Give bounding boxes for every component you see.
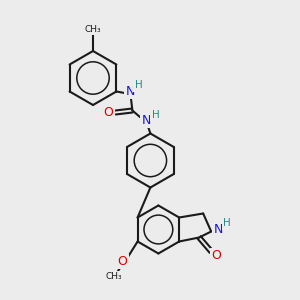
Text: H: H (152, 110, 159, 119)
Text: H: H (134, 80, 142, 91)
Text: N: N (126, 85, 135, 98)
Text: H: H (223, 218, 231, 229)
Text: N: N (142, 114, 151, 127)
Text: O: O (211, 249, 221, 262)
Text: CH₃: CH₃ (105, 272, 122, 281)
Text: O: O (103, 106, 113, 119)
Text: CH₃: CH₃ (85, 26, 101, 34)
Text: O: O (118, 255, 128, 268)
Text: N: N (214, 223, 223, 236)
